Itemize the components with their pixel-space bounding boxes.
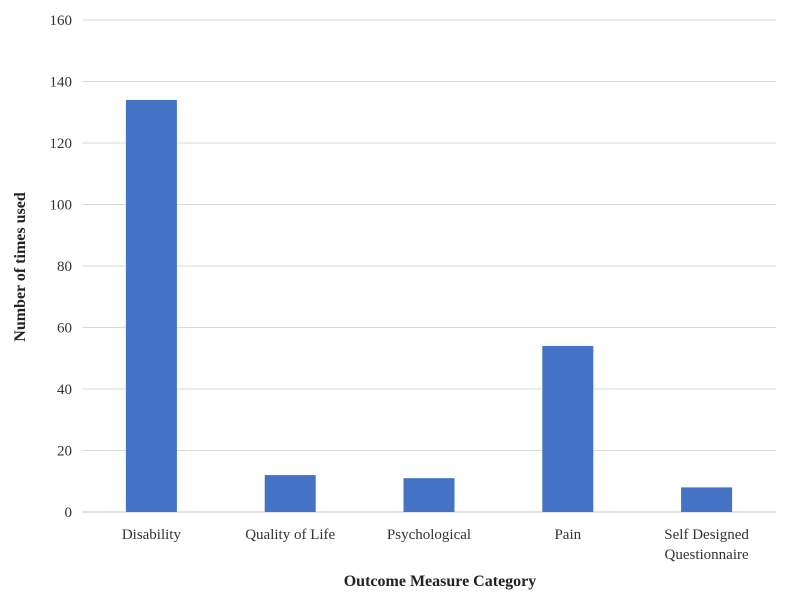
x-tick-label-line: Quality of Life <box>245 527 335 543</box>
y-tick-label: 20 <box>57 444 72 460</box>
x-tick-label-line: Disability <box>122 527 182 543</box>
x-tick-label: Self Designed Questionnaire <box>664 527 749 563</box>
y-tick-label: 60 <box>57 321 72 337</box>
gridlines <box>82 19 776 513</box>
bar <box>403 478 455 512</box>
x-axis-ticks: Disability Quality of Life Psychological Pa… <box>122 527 750 563</box>
x-tick-label: Disability <box>122 527 182 543</box>
x-axis-title: Outcome Measure Category <box>344 573 537 590</box>
y-tick-label: 80 <box>57 259 72 275</box>
x-tick-label: Psychological <box>387 527 471 543</box>
x-tick-label: Quality of Life <box>245 527 335 543</box>
bars <box>125 99 733 512</box>
bar <box>125 99 177 512</box>
bar <box>681 487 733 512</box>
y-tick-label: 160 <box>50 13 73 29</box>
bar <box>542 345 594 512</box>
x-tick-label-line: Psychological <box>387 527 471 543</box>
y-tick-label: 140 <box>50 75 73 91</box>
y-tick-label: 0 <box>65 505 73 521</box>
x-tick-label-line: Self Designed <box>664 527 749 543</box>
y-tick-label: 120 <box>50 136 73 152</box>
y-tick-label: 40 <box>57 382 72 398</box>
x-tick-label-line: Questionnaire <box>665 547 749 563</box>
y-axis-title: Number of times used <box>12 192 29 342</box>
x-tick-label: Pain <box>554 527 581 543</box>
bar <box>264 475 316 512</box>
y-axis-ticks: 0 20 40 60 80 100 120 140 160 <box>50 13 73 521</box>
x-tick-label-line: Pain <box>554 527 581 543</box>
y-tick-label: 100 <box>50 198 73 214</box>
